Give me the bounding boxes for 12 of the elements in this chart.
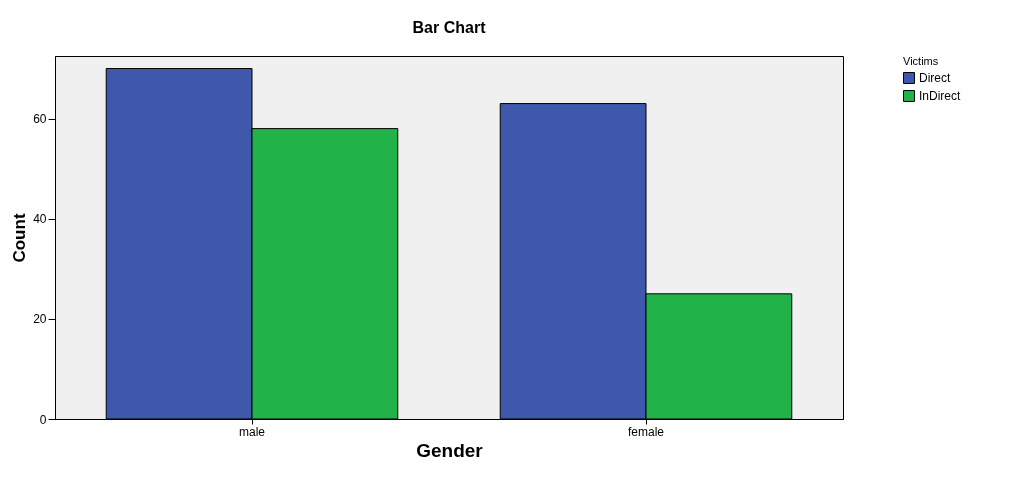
legend-label: InDirect [919,89,962,103]
x-tick-label: male [238,424,266,439]
chart-title: Bar Chart [412,19,487,36]
legend-label: Direct [919,71,951,85]
y-tick-label: 40 [33,212,47,227]
y-axis-title: Count [10,213,30,263]
legend-title: Victims [903,55,939,67]
x-axis-title: Gender [416,439,484,461]
x-tick-label: female [627,424,665,439]
y-tick-label: 60 [33,112,47,127]
y-tick-label: 20 [33,312,47,327]
y-tick-label: 0 [39,412,47,427]
